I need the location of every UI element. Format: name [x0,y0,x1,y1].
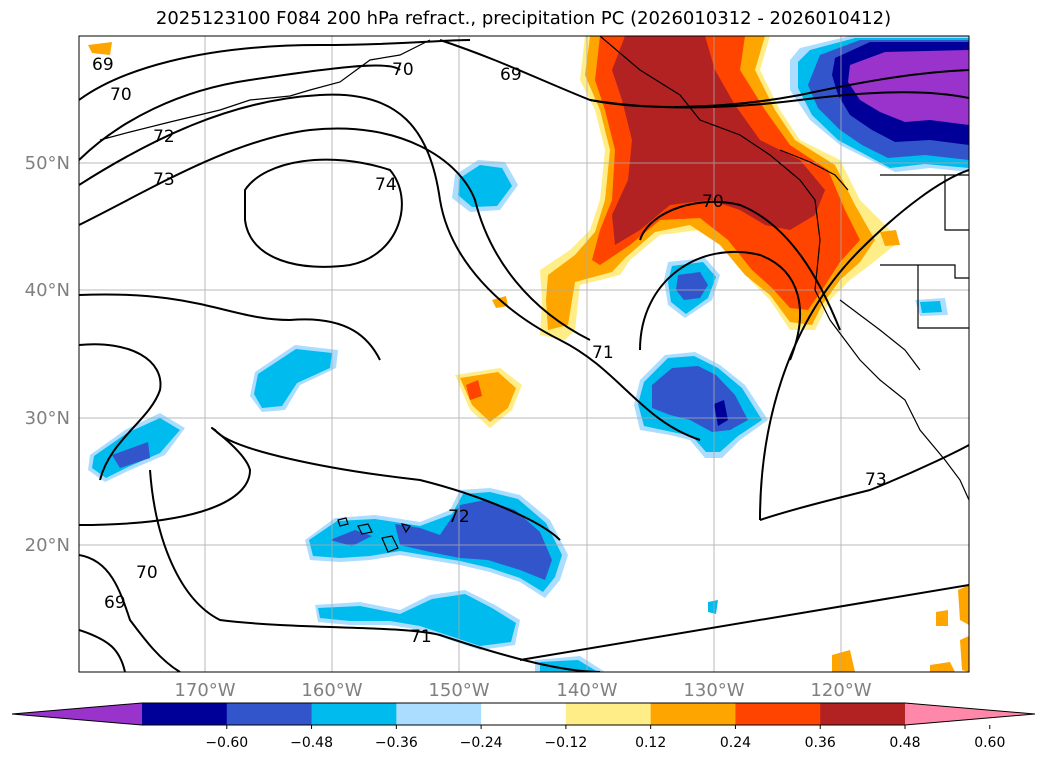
colorbar-tick-label: 0.36 [805,735,836,751]
precip-positive-blob [492,296,508,308]
colorbar-tick-label: 0.48 [889,735,920,751]
lon-label: 150°W [428,680,489,701]
contour-label: 70 [702,192,724,212]
colorbar-segment [311,703,397,725]
colorbar-segment [650,703,736,725]
colorbar-segment [142,703,228,725]
precip-negative [714,400,728,426]
contour-label: 74 [375,175,397,195]
precip-positive-blob [880,230,900,246]
colorbar-segment [735,703,821,725]
precip-negative [318,594,516,646]
colorbar-extend-high [905,703,1035,725]
precip-negative [676,272,708,300]
precip-positive-blob [958,585,969,625]
colorbar-segment [565,703,652,725]
contour-label: 71 [410,627,432,647]
coastlines [99,36,969,501]
map-title: 2025123100 F084 200 hPa refract., precip… [155,8,892,29]
lon-label: 140°W [556,680,617,701]
colorbar-segment [226,703,313,725]
precip-positive-048 [612,36,825,245]
contour-label: 69 [500,65,522,85]
precip-positive-blob [960,636,969,672]
contour-label: 73 [865,470,887,490]
map-frame [78,35,970,673]
precip-negative [254,349,332,408]
contour-label: 69 [104,593,126,613]
lat-label: 50°N [25,153,70,174]
precip-negative [112,442,150,468]
lat-label: 40°N [25,280,70,301]
contour-label: 69 [92,55,114,75]
precip-negative [920,301,942,313]
colorbar-tick-label: −0.48 [290,735,333,751]
lon-label: 130°W [683,680,744,701]
precip-positive-blob [88,42,112,55]
precip-negative [848,50,969,125]
colorbar-tick-label: 0.24 [720,735,751,751]
colorbar-segment [481,703,567,725]
precip-negative [458,165,512,207]
contour-label: 73 [153,170,175,190]
colorbar-tick-label: −0.12 [544,735,587,751]
precip-positive-blob [466,380,482,400]
lat-label: 30°N [25,408,70,429]
precip-positive-blob [832,650,855,672]
precip-positive-blob [930,662,955,672]
colorbar-extend-low [12,703,142,725]
colorbar-tick-label: −0.36 [375,735,418,751]
lon-label: 120°W [810,680,871,701]
lon-label: 160°W [301,680,362,701]
colorbar: −0.60 −0.48 −0.36 −0.24 −0.12 0.12 0.24 0.36 0.4… [11,702,1036,751]
colorbar-outline [11,702,1036,726]
precip-positive-blob [936,610,948,626]
refractivity-contours [79,39,969,672]
colorbar-tick-label: −0.60 [205,735,248,751]
lon-label: 170°W [174,680,235,701]
graticule [79,36,969,672]
longitude-labels: 170°W 160°W 150°W 140°W 130°W 120°W [174,680,871,701]
colorbar-tick-label: 0.12 [635,735,666,751]
contour-label: 70 [136,563,158,583]
hawaii-islands [337,517,411,553]
contour-label: 70 [392,60,414,80]
contour-labels: 69 70 72 73 74 70 69 70 71 72 73 69 70 7… [92,55,887,647]
contour-label: 71 [592,343,614,363]
colorbar-segment [820,703,906,725]
contour-label: 70 [110,85,132,105]
lat-label: 20°N [25,535,70,556]
precip-negative [708,600,718,614]
colorbar-tick-label: −0.24 [460,735,503,751]
latitude-labels: 50°N 40°N 30°N 20°N [25,153,70,556]
contour-label: 72 [448,507,470,527]
colorbar-segment [396,703,482,725]
precip-negative [395,500,552,580]
colorbar-tick-label: 0.60 [974,735,1005,751]
contour-label: 72 [153,127,175,147]
precip-negative [540,660,598,672]
precipitation-field [88,36,969,672]
